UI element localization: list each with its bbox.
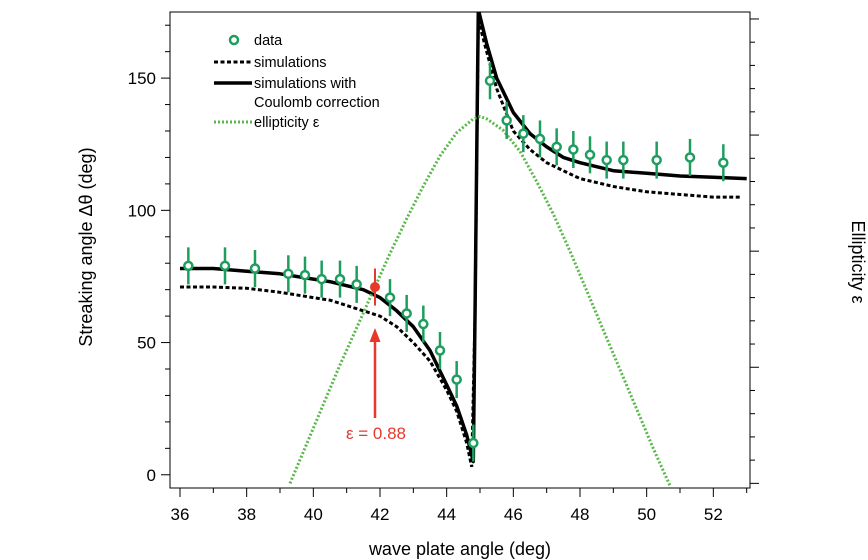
data-point: [501, 115, 512, 126]
data-point: [618, 154, 629, 166]
data-point: [316, 273, 327, 285]
plot-frame: [169, 11, 751, 489]
legend-label: simulations: [254, 55, 327, 71]
y-axis-label: Streaking angle Δθ (deg): [76, 147, 96, 346]
axes-layer: 36 38 40 42 44 46 48 50 52 0 50 100 150: [128, 18, 759, 524]
data-point: [484, 75, 496, 87]
data-point: [534, 133, 546, 145]
x-tick-label: 46: [504, 505, 523, 524]
series-layer: [180, 12, 747, 487]
data-point: [584, 149, 596, 161]
x-axis-label: wave plate angle (deg): [368, 539, 551, 559]
x-tick-label: 44: [437, 505, 456, 524]
data-point: [401, 308, 412, 319]
annotation-arrow-head: [369, 328, 381, 342]
ellipticity-line: [288, 114, 672, 487]
data-point: [518, 128, 529, 139]
data-point: [551, 141, 562, 153]
data-point: [434, 345, 446, 356]
legend-label-line2: Coulomb correction: [254, 95, 380, 111]
plot-border: [169, 11, 751, 489]
data-point: [468, 437, 479, 449]
y-tick-label: 50: [137, 334, 156, 353]
y-axis-label-right: Ellipticity ε: [848, 220, 868, 303]
legend-label: ellipticity ε: [254, 115, 320, 131]
y-tick-label: 150: [128, 69, 156, 88]
x-tick-label: 40: [304, 505, 323, 524]
legend: data simulations simulations with Coulomb c…: [214, 33, 380, 131]
data-point: [418, 318, 429, 330]
legend-label: data: [254, 33, 283, 49]
data-point: [351, 279, 362, 290]
data-point: [601, 154, 612, 166]
data-point: [334, 273, 346, 285]
annotation-label: ε = 0.88: [346, 424, 406, 443]
data-point: [299, 269, 311, 281]
y-tick-label: 0: [147, 466, 156, 485]
x-tick-label: 52: [704, 505, 723, 524]
annotation-point: [370, 282, 380, 293]
coulomb-line: [180, 12, 747, 464]
annotation: ε = 0.88: [346, 268, 406, 443]
data-point: [651, 154, 662, 166]
x-tick-label: 38: [237, 505, 256, 524]
data-point: [718, 157, 729, 168]
data-point: [384, 292, 396, 303]
x-tick-label: 48: [571, 505, 590, 524]
x-tick-label: 50: [637, 505, 656, 524]
legend-marker-data: [228, 34, 240, 46]
simulations-line: [180, 19, 740, 468]
x-tick-label: 36: [171, 505, 190, 524]
data-point: [249, 263, 261, 274]
data-point: [183, 260, 194, 272]
data-point: [451, 374, 462, 385]
data-point: [568, 144, 579, 155]
y-tick-label: 100: [128, 201, 156, 220]
data-point: [219, 260, 231, 272]
x-tick-label: 42: [371, 505, 390, 524]
legend-label: simulations with: [254, 76, 356, 92]
data-point: [684, 152, 696, 163]
data-point: [283, 268, 294, 280]
